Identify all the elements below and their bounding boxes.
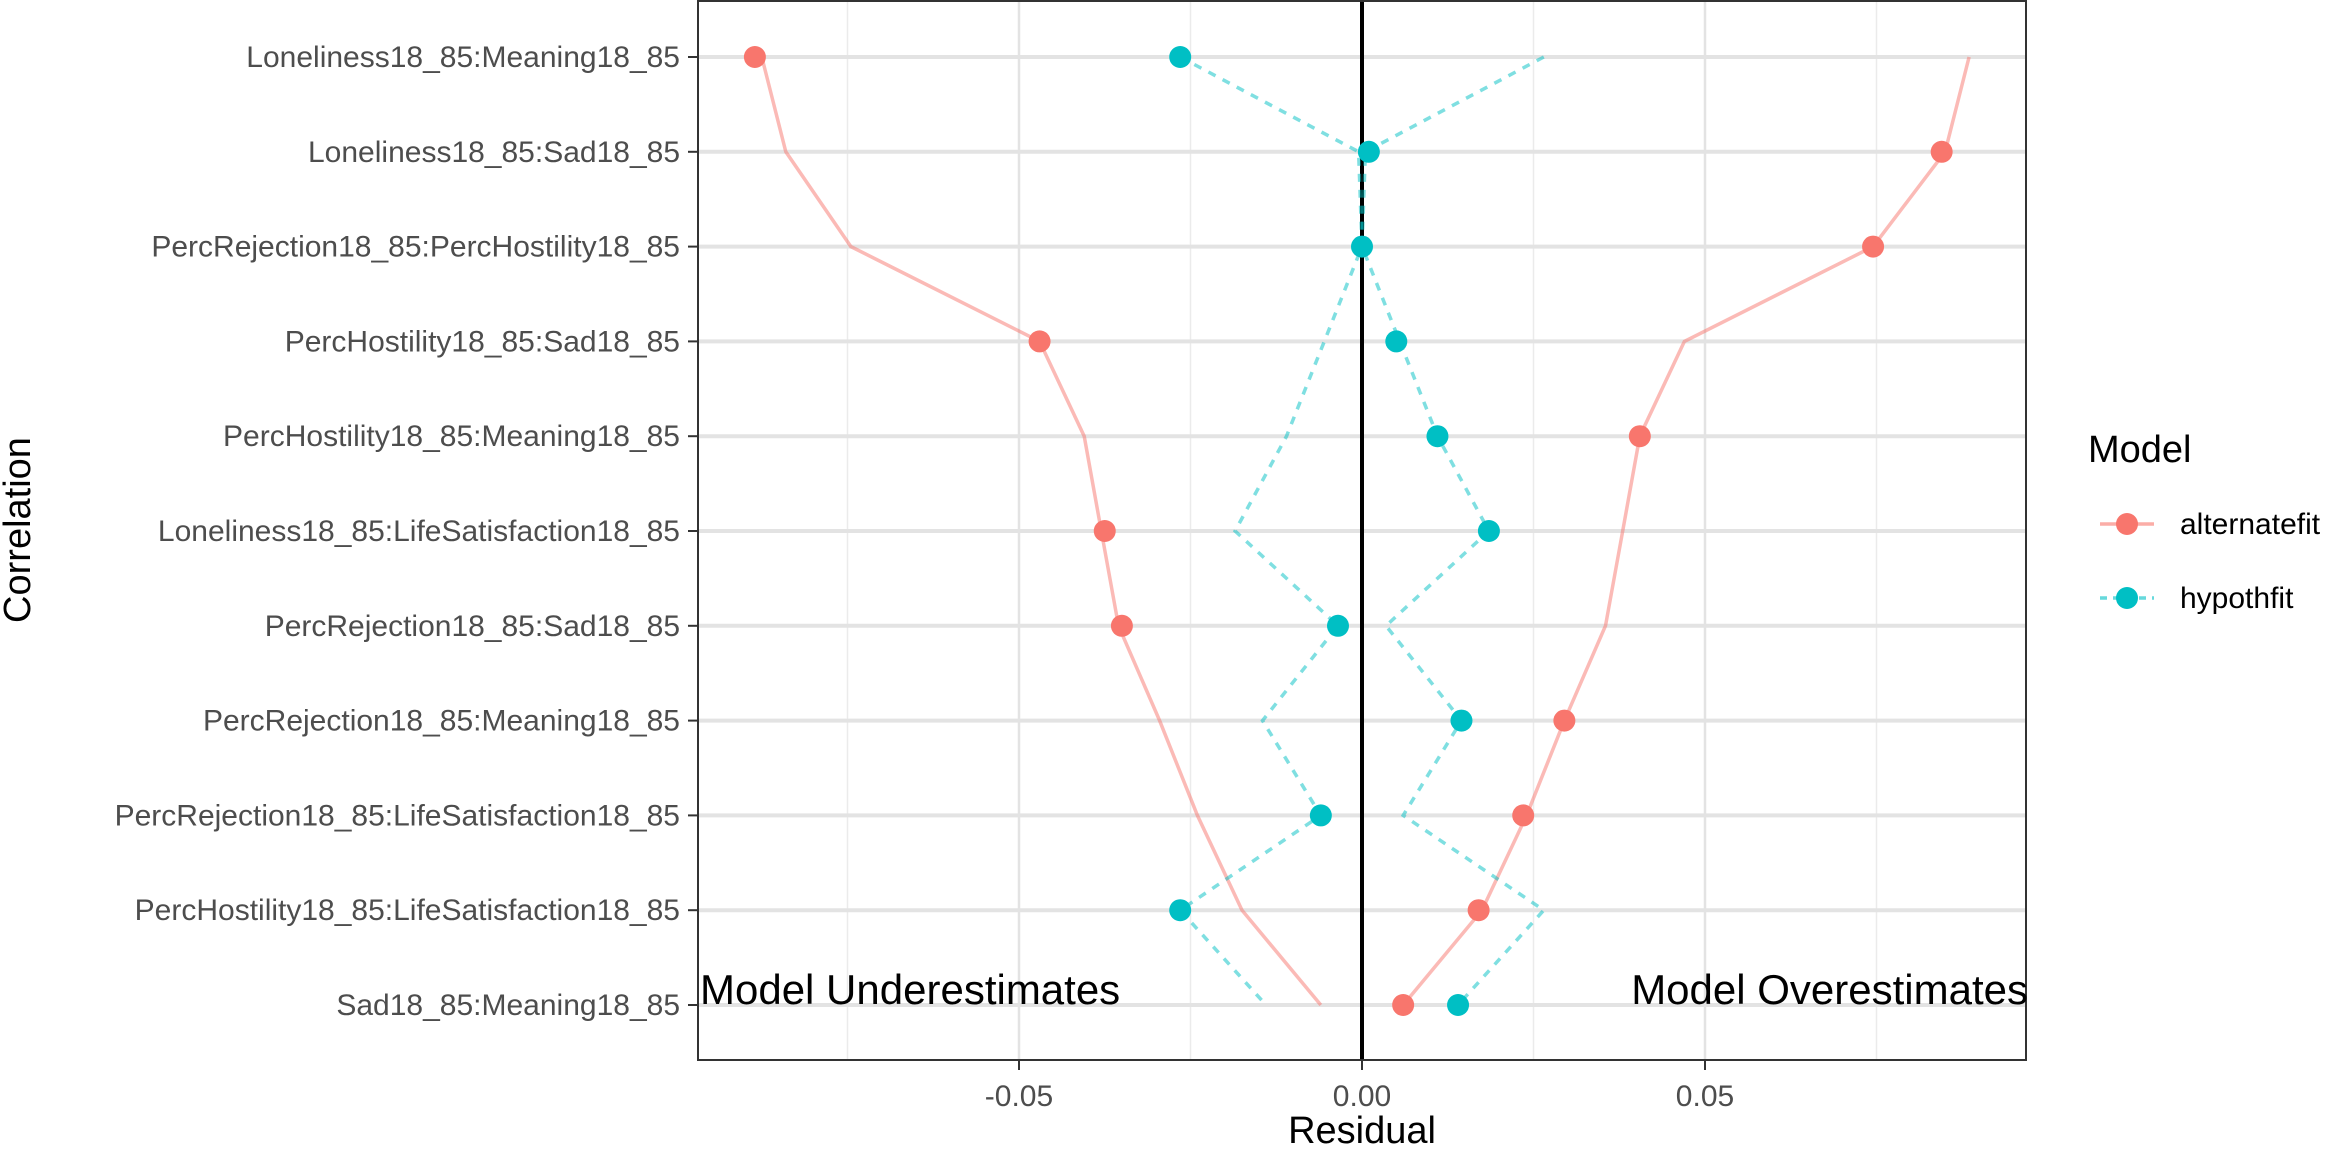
- x-axis-title: Residual: [1288, 1110, 1436, 1152]
- y-tick-label: PercHostility18_85:Sad18_85: [285, 325, 680, 358]
- y-tick-label: Sad18_85:Meaning18_85: [336, 989, 680, 1022]
- point-hypothfit: [1447, 994, 1470, 1016]
- y-tick-label: PercHostility18_85:Meaning18_85: [223, 420, 680, 453]
- annotation-underestimates: Model Underestimates: [700, 966, 1120, 1013]
- legend-key-point-alternatefit: [2116, 513, 2138, 535]
- point-alternatefit: [1553, 709, 1576, 732]
- point-hypothfit: [1326, 614, 1349, 637]
- point-hypothfit: [1309, 804, 1332, 827]
- point-alternatefit: [1467, 899, 1490, 922]
- y-tick-label: PercHostility18_85:LifeSatisfaction18_85: [135, 894, 680, 927]
- point-alternatefit: [1110, 614, 1133, 637]
- point-alternatefit: [1930, 140, 1953, 163]
- y-tick-label: PercRejection18_85:PercHostility18_85: [151, 231, 680, 264]
- y-axis-title: Correlation: [0, 437, 39, 623]
- y-tick-label: Loneliness18_85:Sad18_85: [308, 136, 680, 169]
- y-tick-label: PercRejection18_85:Sad18_85: [265, 610, 680, 643]
- y-tick-label: PercRejection18_85:LifeSatisfaction18_85: [115, 799, 680, 832]
- point-alternatefit: [743, 46, 766, 68]
- point-alternatefit: [1862, 235, 1885, 258]
- y-tick-label: Loneliness18_85:Meaning18_85: [246, 41, 680, 74]
- data-points: [743, 46, 1953, 1016]
- point-hypothfit: [1385, 330, 1408, 353]
- legend-label-hypothfit: hypothfit: [2180, 582, 2294, 615]
- envelope-line-hypothfit-left: [1177, 55, 1364, 1007]
- envelope-line-alternatefit-right: [1401, 56, 1971, 1007]
- point-hypothfit: [1357, 140, 1380, 163]
- point-hypothfit: [1351, 235, 1373, 258]
- legend-entries: alternatefit hypothfit: [2100, 508, 2321, 615]
- point-hypothfit: [1169, 46, 1192, 68]
- legend-key-point-hypothfit: [2116, 587, 2138, 609]
- y-axis-ticks: Loneliness18_85:Meaning18_85 Loneliness18…: [115, 41, 698, 1022]
- point-hypothfit: [1450, 709, 1473, 732]
- x-axis-ticks: -0.05 0.00 0.05: [985, 1060, 1734, 1113]
- point-hypothfit: [1426, 425, 1449, 448]
- legend-label-alternatefit: alternatefit: [2180, 508, 2321, 541]
- point-alternatefit: [1392, 994, 1415, 1016]
- legend: Model alternatefit hypothfit: [2088, 429, 2321, 615]
- point-hypothfit: [1169, 899, 1192, 922]
- x-tick-label: 0.00: [1333, 1080, 1391, 1113]
- legend-title: Model: [2088, 429, 2192, 471]
- point-alternatefit: [1512, 804, 1535, 827]
- point-alternatefit: [1028, 330, 1051, 353]
- y-tick-label: Loneliness18_85:LifeSatisfaction18_85: [158, 515, 680, 548]
- point-alternatefit: [1628, 425, 1651, 448]
- point-alternatefit: [1093, 520, 1116, 542]
- annotation-overestimates: Model Overestimates: [1631, 966, 2028, 1013]
- x-tick-label: -0.05: [985, 1080, 1053, 1113]
- y-tick-label: PercRejection18_85:Meaning18_85: [203, 705, 680, 738]
- point-hypothfit: [1477, 520, 1500, 542]
- x-tick-label: 0.05: [1676, 1080, 1734, 1113]
